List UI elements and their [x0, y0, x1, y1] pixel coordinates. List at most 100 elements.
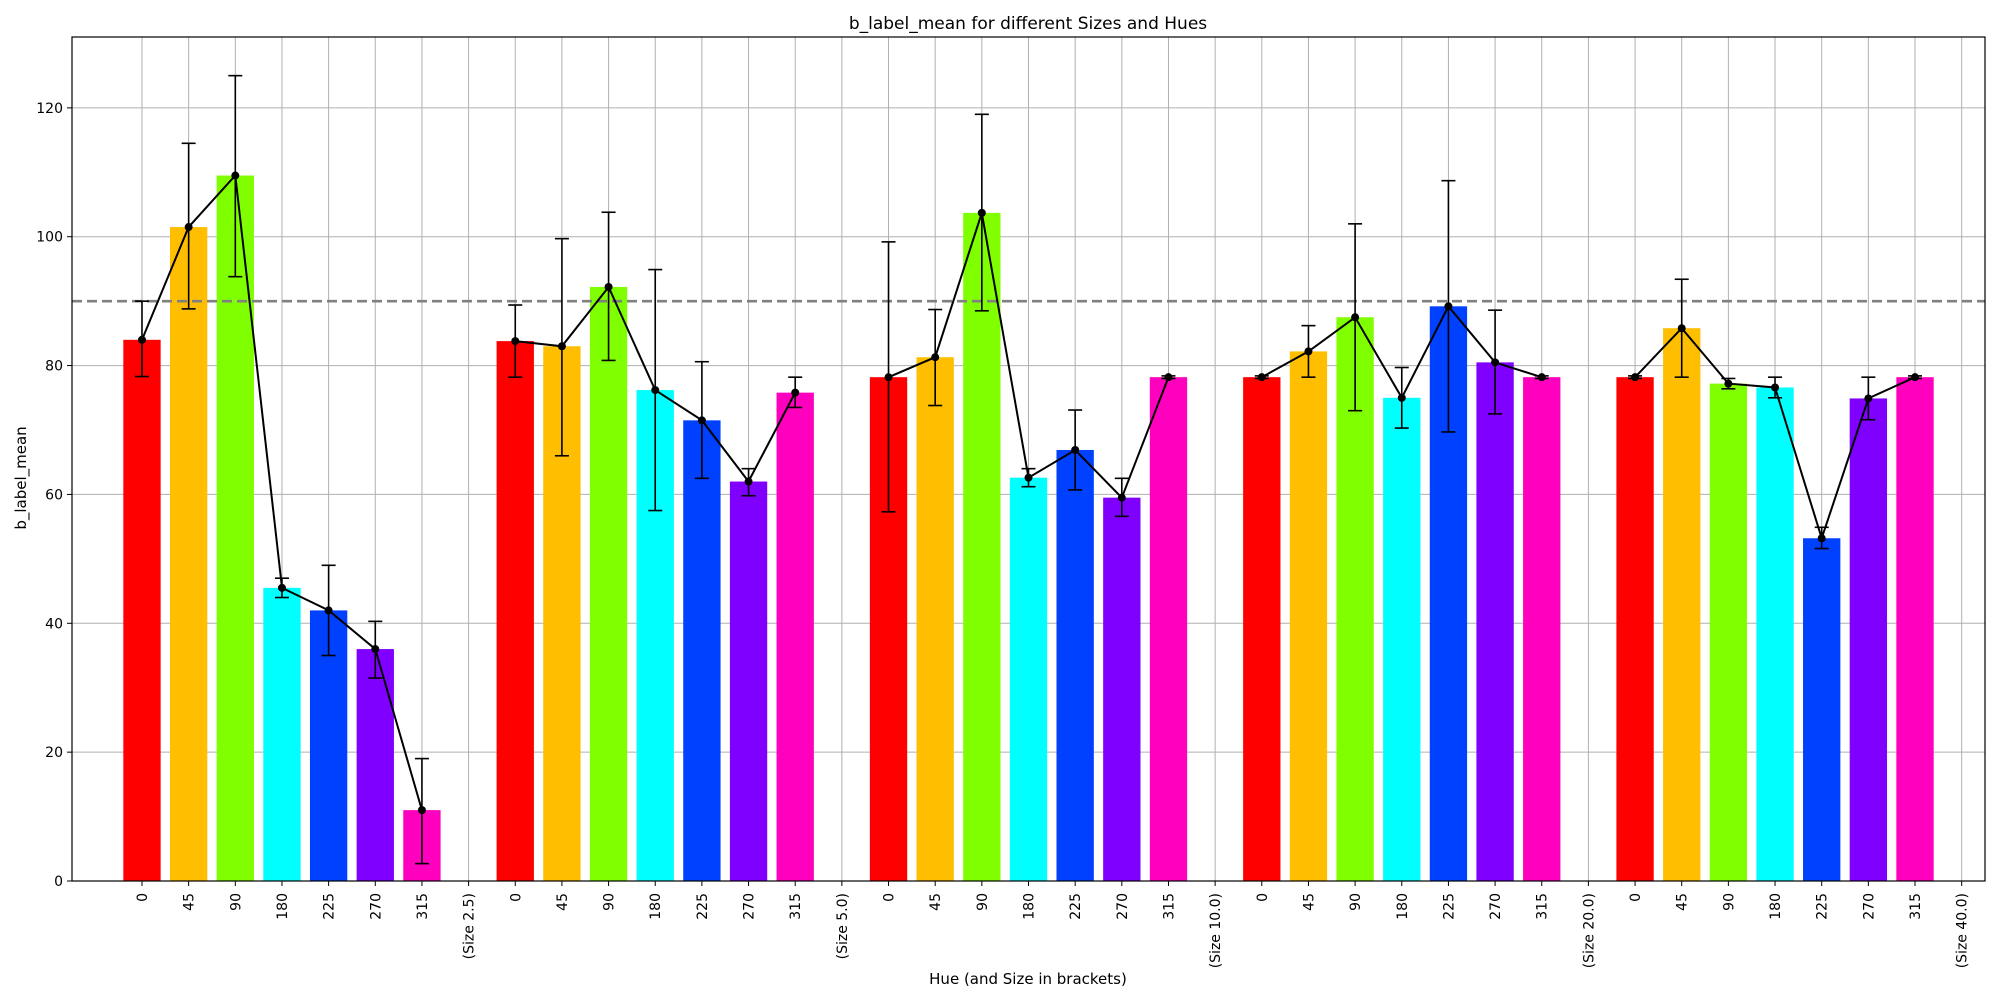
x-tick-label: 45 — [928, 893, 944, 911]
mean-point — [1351, 313, 1360, 322]
mean-point — [371, 645, 380, 654]
chart-title: b_label_mean for different Sizes and Hue… — [849, 14, 1207, 34]
x-tick-label: 0 — [882, 893, 898, 902]
y-tick-label: 80 — [45, 359, 63, 375]
mean-point — [1864, 394, 1873, 403]
x-tick-label: 270 — [1861, 893, 1877, 920]
x-tick-label: 315 — [1161, 893, 1177, 920]
mean-point — [604, 282, 613, 291]
x-tick-label: (Size 2.5) — [462, 893, 478, 959]
bar — [216, 175, 254, 881]
bar — [496, 341, 534, 881]
x-tick-label: (Size 40.0) — [1955, 893, 1971, 968]
bar — [1523, 377, 1561, 881]
x-tick-label: 180 — [1022, 893, 1038, 920]
x-tick-label: 180 — [1768, 893, 1784, 920]
x-tick-label: 90 — [602, 893, 618, 911]
mean-point — [277, 583, 286, 592]
mean-point — [231, 171, 240, 180]
mean-point — [1817, 534, 1826, 543]
mean-point — [697, 416, 706, 425]
y-tick-label: 0 — [54, 874, 63, 890]
y-axis-title: b_label_mean — [12, 426, 31, 529]
mean-point — [1911, 373, 1920, 382]
bar — [1896, 377, 1934, 881]
y-tick-label: 20 — [45, 745, 63, 761]
mean-point — [1304, 347, 1313, 356]
x-tick-label: 315 — [415, 893, 431, 920]
x-tick-label: 90 — [1348, 893, 1364, 911]
x-tick-label: 270 — [368, 893, 384, 920]
mean-point — [557, 342, 566, 351]
x-tick-label: 45 — [182, 893, 198, 911]
bar — [1289, 351, 1328, 881]
mean-point — [1631, 373, 1640, 382]
bar — [1663, 328, 1701, 881]
mean-point — [1724, 379, 1733, 388]
x-tick-label: 180 — [275, 893, 291, 920]
mean-point — [511, 337, 520, 346]
mean-point — [1117, 493, 1126, 502]
x-tick-label: 0 — [1255, 893, 1271, 902]
bar — [263, 587, 301, 881]
mean-point — [651, 386, 660, 395]
x-tick-label: 225 — [1815, 893, 1831, 920]
mean-point — [884, 373, 893, 382]
bar — [589, 286, 628, 881]
plot-frame — [71, 36, 1986, 882]
bar — [916, 357, 954, 881]
mean-point — [184, 223, 193, 232]
bar — [1476, 362, 1514, 881]
x-axis-title: Hue (and Size in brackets) — [929, 970, 1127, 988]
bar — [1803, 538, 1841, 881]
bar — [1383, 397, 1421, 881]
x-tick-label: 0 — [1628, 893, 1644, 902]
x-tick-label: 225 — [322, 893, 338, 920]
y-tick-label: 120 — [36, 101, 63, 117]
mean-point — [1491, 358, 1500, 367]
mean-point — [1677, 324, 1686, 333]
y-tick-label: 100 — [36, 230, 63, 246]
bar — [1756, 387, 1794, 881]
mean-point — [417, 806, 426, 815]
mean-point — [931, 353, 940, 362]
x-tick-label: 90 — [975, 893, 991, 911]
x-tick-label: 180 — [1395, 893, 1411, 920]
mean-point — [137, 335, 146, 344]
bar — [1149, 377, 1188, 881]
x-tick-label: 180 — [648, 893, 664, 920]
x-tick-label: 315 — [1535, 893, 1551, 920]
bar — [1056, 449, 1094, 881]
mean-point — [1024, 473, 1033, 482]
bar — [123, 339, 161, 881]
bar — [1243, 377, 1281, 881]
x-tick-label: 270 — [742, 893, 758, 920]
x-tick-label: 0 — [135, 893, 151, 902]
x-tick-label: 90 — [1721, 893, 1737, 911]
x-tick-label: 0 — [508, 893, 524, 902]
bar — [356, 649, 394, 881]
axis-layer: 0 20 40 60 80 100 120 0 45 90 180 225 270 315 (Size 2.… — [36, 36, 1986, 968]
x-tick-label: 315 — [788, 893, 804, 920]
bar — [169, 227, 208, 882]
x-tick-label: 90 — [228, 893, 244, 911]
mean-point — [1164, 373, 1173, 382]
bar — [1709, 383, 1748, 881]
x-tick-label: 45 — [1675, 893, 1691, 911]
x-tick-label: 315 — [1908, 893, 1924, 920]
x-tick-label: (Size 20.0) — [1581, 893, 1597, 968]
mean-point — [791, 388, 800, 397]
bar — [1849, 398, 1888, 881]
mean-point — [977, 208, 986, 217]
mean-point — [1771, 383, 1780, 392]
mean-point — [324, 606, 333, 615]
mean-point — [1537, 373, 1546, 382]
x-tick-label: 45 — [1301, 893, 1317, 911]
x-tick-label: 225 — [695, 893, 711, 920]
y-tick-label: 60 — [45, 487, 63, 503]
mean-point — [1397, 393, 1406, 402]
mean-point — [1071, 445, 1080, 454]
mean-point — [1444, 302, 1453, 311]
